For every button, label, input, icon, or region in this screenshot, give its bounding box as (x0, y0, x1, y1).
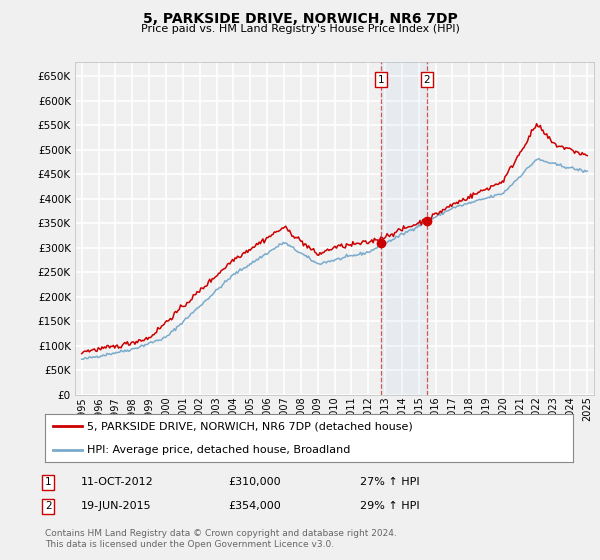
Text: HPI: Average price, detached house, Broadland: HPI: Average price, detached house, Broa… (87, 445, 350, 455)
Text: Contains HM Land Registry data © Crown copyright and database right 2024.
This d: Contains HM Land Registry data © Crown c… (45, 529, 397, 549)
Text: 19-JUN-2015: 19-JUN-2015 (81, 501, 152, 511)
Bar (382, 62, 427, 395)
Text: 1: 1 (45, 477, 52, 487)
Text: £354,000: £354,000 (228, 501, 281, 511)
Text: 2: 2 (45, 501, 52, 511)
Text: Price paid vs. HM Land Registry's House Price Index (HPI): Price paid vs. HM Land Registry's House … (140, 24, 460, 34)
Text: 27% ↑ HPI: 27% ↑ HPI (360, 477, 419, 487)
Text: 29% ↑ HPI: 29% ↑ HPI (360, 501, 419, 511)
Text: 11-OCT-2012: 11-OCT-2012 (81, 477, 154, 487)
Text: 2: 2 (424, 74, 430, 85)
Text: 5, PARKSIDE DRIVE, NORWICH, NR6 7DP (detached house): 5, PARKSIDE DRIVE, NORWICH, NR6 7DP (det… (87, 421, 413, 431)
Text: £310,000: £310,000 (228, 477, 281, 487)
Text: 5, PARKSIDE DRIVE, NORWICH, NR6 7DP: 5, PARKSIDE DRIVE, NORWICH, NR6 7DP (143, 12, 457, 26)
Text: 1: 1 (378, 74, 385, 85)
